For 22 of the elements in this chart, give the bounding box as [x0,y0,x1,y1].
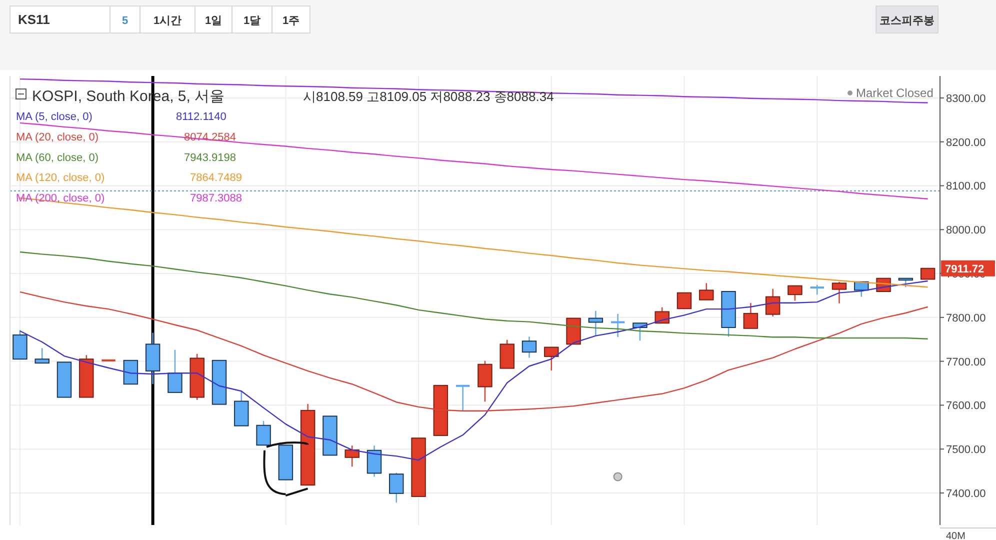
annotation: 7943.9198 [184,152,236,164]
toolbar: KS11 5 1시간 1일 1달 1주 코스피주봉 [0,0,996,70]
y-tick-label: 8300.00 [946,92,986,105]
y-tick-label: 7400.00 [946,488,986,500]
y-tick-label: 7600.00 [946,400,986,412]
y-tick-label: 8000.00 [946,224,986,237]
annotation: Market Closed [856,86,934,100]
y-tick-label: 8100.00 [946,180,986,193]
text: 40M [946,531,966,540]
annotation: 8112.1140 [176,111,226,123]
text: MA (5, close, 0) [16,111,92,123]
y-tick-label: 7500.00 [946,444,986,456]
y-tick-label: 7700.00 [946,356,986,368]
series-label: MA (120, close, 0) [16,172,105,184]
text: MA (20, close, 0) [16,131,99,144]
y-tick-label: 8200.00 [946,136,986,149]
text: 시8108.59 고8109.05 저8088.23 종8088.34 [303,89,554,104]
annotation: 7987.3088 [190,192,242,205]
annotation: 7864.7489 [190,172,242,184]
text: MA (60, close, 0) [16,152,99,164]
text: 7911.72 [945,263,984,276]
y-tick-label: 7800.00 [946,312,986,324]
